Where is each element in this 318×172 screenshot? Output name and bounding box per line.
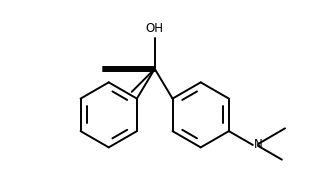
Text: OH: OH	[146, 22, 164, 35]
Text: N: N	[254, 138, 262, 152]
